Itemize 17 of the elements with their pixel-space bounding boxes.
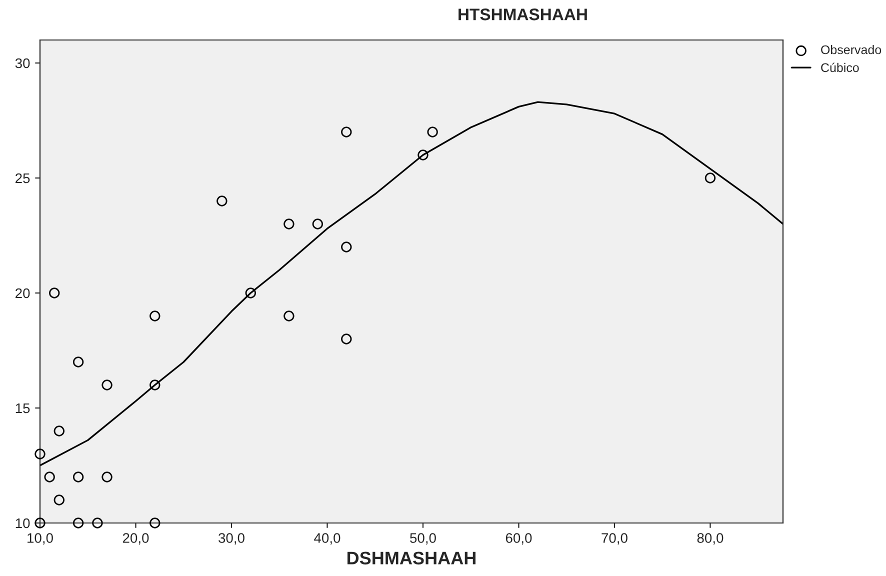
x-tick-label: 10,0 bbox=[28, 533, 53, 545]
x-tick-label: 20,0 bbox=[122, 533, 149, 545]
x-tick-label: 40,0 bbox=[314, 533, 340, 545]
legend-label: Observado bbox=[821, 45, 882, 54]
y-tick-label: 20 bbox=[16, 288, 30, 298]
y-tick-label: 30 bbox=[15, 58, 30, 68]
x-tick-label: 60,0 bbox=[506, 533, 532, 545]
chart-title: HTSHMASHAAH bbox=[458, 8, 587, 20]
y-tick-label: 15 bbox=[16, 403, 30, 414]
x-tick-label: 30,0 bbox=[218, 533, 244, 545]
y-tick-label: 25 bbox=[16, 173, 30, 184]
x-tick-label: 50,0 bbox=[410, 533, 436, 545]
x-tick-label: 70,0 bbox=[602, 533, 628, 545]
x-axis-title: DSHMASHAAH bbox=[348, 552, 476, 564]
legend-label: Cúbico bbox=[821, 62, 859, 72]
y-tick-label: 10 bbox=[16, 518, 30, 528]
x-tick-label: 80,0 bbox=[697, 533, 724, 545]
